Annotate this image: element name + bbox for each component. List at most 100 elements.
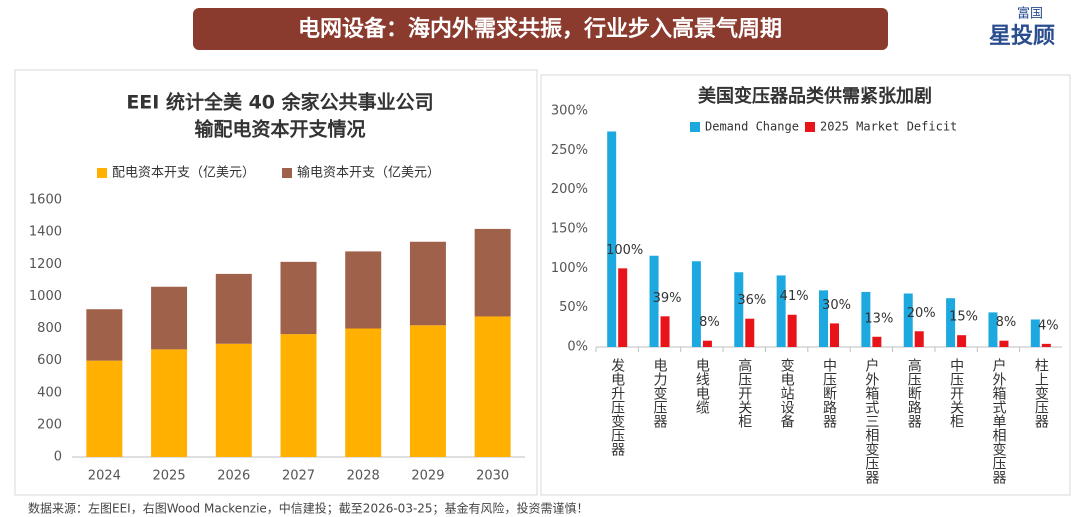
- bar-segment: [345, 251, 382, 329]
- bar-segment: [280, 261, 317, 335]
- chart-title: 美国变压器品类供需紧张加剧: [698, 85, 932, 107]
- banner-title: 电网设备：海内外需求共振，行业步入高景气周期: [298, 16, 782, 42]
- bar: [946, 298, 956, 347]
- x-tick-label: 高压断路器: [906, 357, 922, 428]
- x-tick-label: 中压断路器: [821, 358, 837, 428]
- y-tick-label: 1400: [29, 225, 62, 240]
- y-tick-label: 50%: [559, 300, 588, 315]
- legend-swatch: [282, 168, 292, 178]
- bar-segment: [86, 309, 123, 361]
- bar: [649, 255, 659, 347]
- data-label: 8%: [996, 315, 1017, 330]
- right-panel: [540, 74, 1071, 496]
- x-tick-label: 户外箱式单相变压器: [990, 357, 1006, 484]
- data-label: 15%: [949, 310, 978, 325]
- y-tick-label: 1000: [29, 289, 62, 304]
- bar: [872, 336, 882, 347]
- bar: [988, 312, 998, 347]
- x-tick-label: 变电站设备: [779, 358, 795, 428]
- bar-segment: [151, 349, 188, 457]
- data-label: 100%: [606, 243, 643, 258]
- y-tick-label: 200: [37, 417, 62, 432]
- x-tick-label: 2026: [217, 469, 250, 484]
- bar: [957, 335, 967, 347]
- y-tick-label: 100%: [551, 261, 588, 276]
- x-tick-label: 发电升压变压器: [609, 358, 625, 456]
- x-tick-label: 高压开关柜: [736, 357, 752, 428]
- chart-title: 输配电资本开支情况: [194, 118, 365, 141]
- legend-label: 输电资本开支（亿美元）: [297, 165, 440, 181]
- x-tick-label: 电力变压器: [652, 358, 668, 428]
- bar: [776, 275, 786, 347]
- bar-segment: [215, 273, 252, 344]
- x-tick-label: 2027: [282, 469, 315, 484]
- data-label: 41%: [780, 289, 809, 304]
- x-tick-label: 中压开关柜: [948, 358, 964, 428]
- bar: [702, 340, 712, 347]
- bar-segment: [409, 241, 446, 326]
- y-tick-label: 0%: [567, 340, 588, 355]
- bar: [999, 340, 1009, 347]
- data-label: 39%: [653, 291, 682, 306]
- y-tick-label: 1600: [29, 193, 62, 208]
- y-tick-label: 200%: [551, 182, 588, 197]
- bar-segment: [409, 325, 446, 457]
- data-label: 13%: [864, 311, 893, 326]
- bar: [618, 268, 628, 347]
- legend-swatch: [97, 168, 107, 178]
- legend-label: 配电资本开支（亿美元）: [112, 166, 255, 181]
- legend-label: 2025 Market Deficit: [820, 120, 957, 134]
- x-tick-label: 电线电缆: [694, 358, 710, 415]
- bar-segment: [474, 228, 511, 317]
- logo-bottom: 星投顾: [989, 24, 1055, 49]
- y-tick-label: 150%: [551, 222, 588, 237]
- bar: [734, 272, 744, 347]
- y-tick-label: 300%: [551, 104, 588, 119]
- y-tick-label: 600: [37, 353, 62, 368]
- x-tick-label: 2030: [476, 469, 509, 484]
- bar: [1041, 343, 1051, 347]
- x-tick-label: 2029: [411, 469, 444, 484]
- bar-segment: [280, 334, 317, 457]
- bar: [745, 318, 755, 347]
- bar-segment: [474, 316, 511, 457]
- x-tick-label: 2024: [88, 469, 121, 484]
- y-tick-label: 400: [37, 385, 62, 400]
- data-label: 8%: [699, 315, 720, 330]
- bar-segment: [215, 343, 252, 457]
- bar: [819, 290, 828, 347]
- legend-label: Demand Change: [705, 120, 799, 134]
- bar-segment: [151, 286, 188, 350]
- y-tick-label: 800: [37, 321, 62, 336]
- x-tick-label: 2025: [153, 469, 186, 484]
- data-label: 30%: [822, 298, 851, 313]
- footer: 数据来源：左图EEI，右图Wood Mackenzie，中信建投；截至2026-…: [28, 501, 589, 516]
- chart-title: EEI 统计全美 40 余家公共事业公司: [126, 91, 433, 114]
- x-tick-label: 户外箱式三相变压器: [863, 357, 879, 484]
- bar: [787, 314, 797, 347]
- bar: [1030, 319, 1040, 347]
- data-label: 36%: [737, 293, 766, 308]
- bar-segment: [86, 360, 123, 457]
- data-label: 20%: [907, 306, 936, 321]
- legend-swatch: [805, 122, 815, 132]
- bar: [691, 261, 701, 347]
- bar-segment: [345, 328, 382, 457]
- bar: [914, 331, 924, 347]
- legend-swatch: [690, 122, 700, 132]
- bar: [861, 291, 871, 347]
- y-tick-label: 1200: [29, 257, 62, 272]
- data-label: 4%: [1038, 318, 1059, 333]
- logo-top: 富国: [1017, 6, 1043, 22]
- bar: [830, 323, 839, 347]
- y-tick-label: 0: [54, 450, 62, 465]
- y-tick-label: 250%: [551, 143, 588, 158]
- bar: [607, 131, 617, 347]
- bar: [660, 316, 670, 347]
- x-tick-label: 2028: [347, 469, 380, 484]
- x-tick-label: 柱上变压器: [1033, 358, 1049, 428]
- bar: [903, 293, 913, 347]
- banner: [193, 8, 888, 50]
